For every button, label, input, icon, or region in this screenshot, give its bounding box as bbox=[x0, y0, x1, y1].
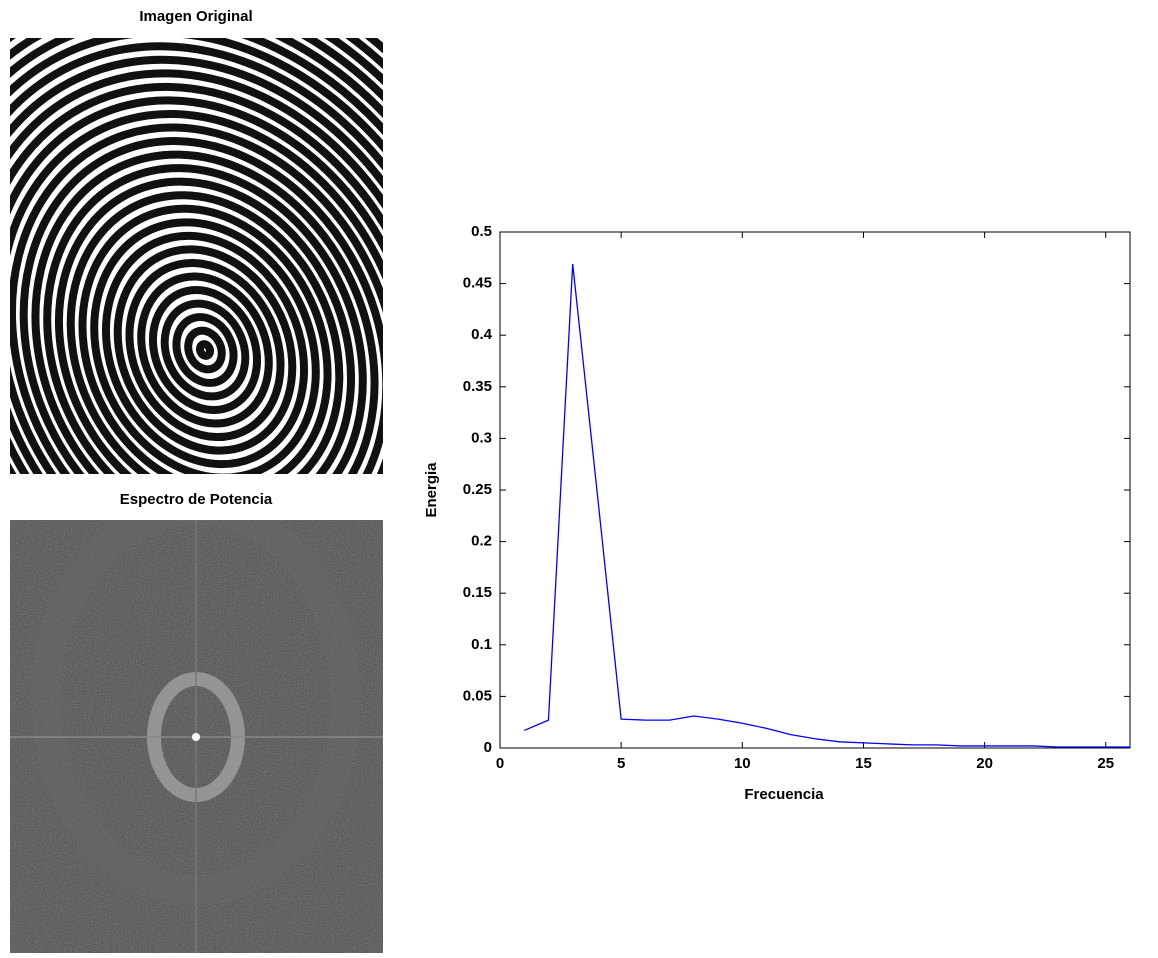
y-tick-label: 0.2 bbox=[471, 533, 492, 550]
y-tick-label: 0.05 bbox=[463, 687, 492, 704]
y-tick-label: 0.25 bbox=[463, 481, 492, 498]
x-tick-label: 0 bbox=[496, 755, 504, 772]
y-tick-label: 0.4 bbox=[471, 326, 493, 343]
x-tick-label: 25 bbox=[1097, 755, 1114, 772]
y-tick-label: 0.45 bbox=[463, 275, 492, 292]
spectrum-image bbox=[10, 520, 383, 953]
y-tick-label: 0.1 bbox=[471, 636, 492, 653]
x-axis-label: Frecuencia bbox=[744, 786, 824, 803]
image-title: Imagen Original bbox=[139, 8, 252, 25]
data-line bbox=[523, 263, 1130, 748]
y-tick-label: 0.35 bbox=[463, 378, 492, 395]
x-tick-label: 10 bbox=[734, 755, 751, 772]
y-axis-label: Energia bbox=[423, 462, 440, 518]
y-tick-label: 0.3 bbox=[471, 429, 492, 446]
plot-area bbox=[499, 231, 1131, 749]
image-title: Espectro de Potencia bbox=[120, 491, 273, 508]
y-tick-label: 0.5 bbox=[471, 223, 492, 240]
x-tick-label: 5 bbox=[617, 755, 625, 772]
y-tick-label: 0 bbox=[484, 739, 492, 756]
x-tick-label: 20 bbox=[976, 755, 993, 772]
fingerprint-image bbox=[10, 38, 383, 474]
x-tick-label: 15 bbox=[855, 755, 872, 772]
y-tick-label: 0.15 bbox=[463, 584, 492, 601]
